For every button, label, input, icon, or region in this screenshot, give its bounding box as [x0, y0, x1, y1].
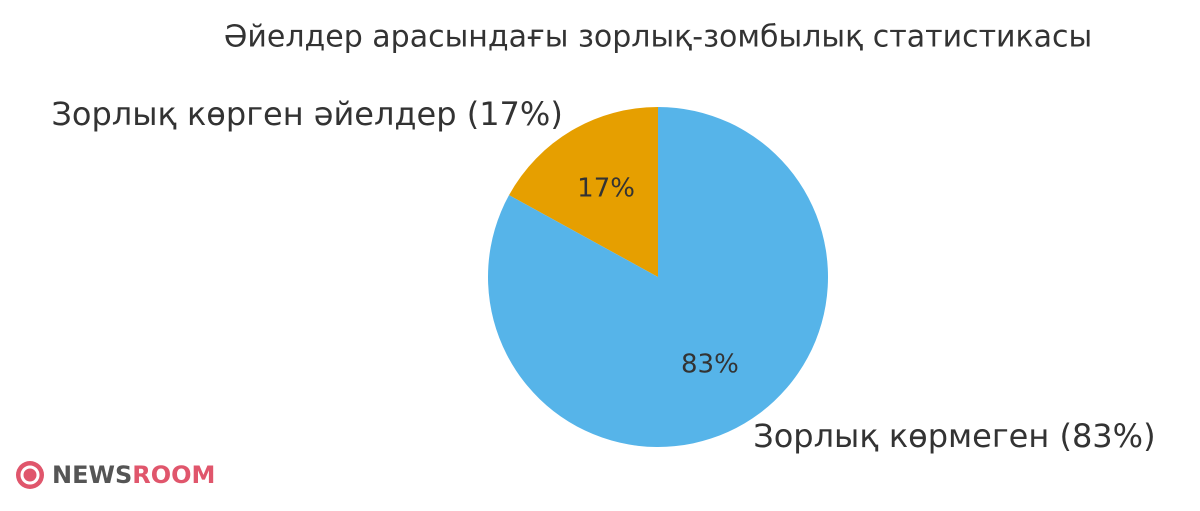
chart-title: Әйелдер арасындағы зорлық-зомбылық стати… — [224, 20, 1092, 55]
logo-text: NEWSROOM — [52, 461, 215, 489]
logo: NEWSROOM — [16, 461, 215, 489]
logo-icon-ring — [20, 465, 40, 485]
pie-slice — [509, 107, 658, 277]
value-label: 17% — [577, 174, 635, 204]
pie-slice — [488, 107, 829, 447]
slice-label: Зорлық көрмеген (83%) — [753, 417, 1155, 455]
logo-icon — [16, 461, 44, 489]
logo-news: NEWS — [52, 461, 132, 489]
value-label: 83% — [681, 349, 739, 379]
slice-label: Зорлық көрген әйелдер (17%) — [51, 95, 562, 133]
logo-room: ROOM — [132, 461, 215, 489]
